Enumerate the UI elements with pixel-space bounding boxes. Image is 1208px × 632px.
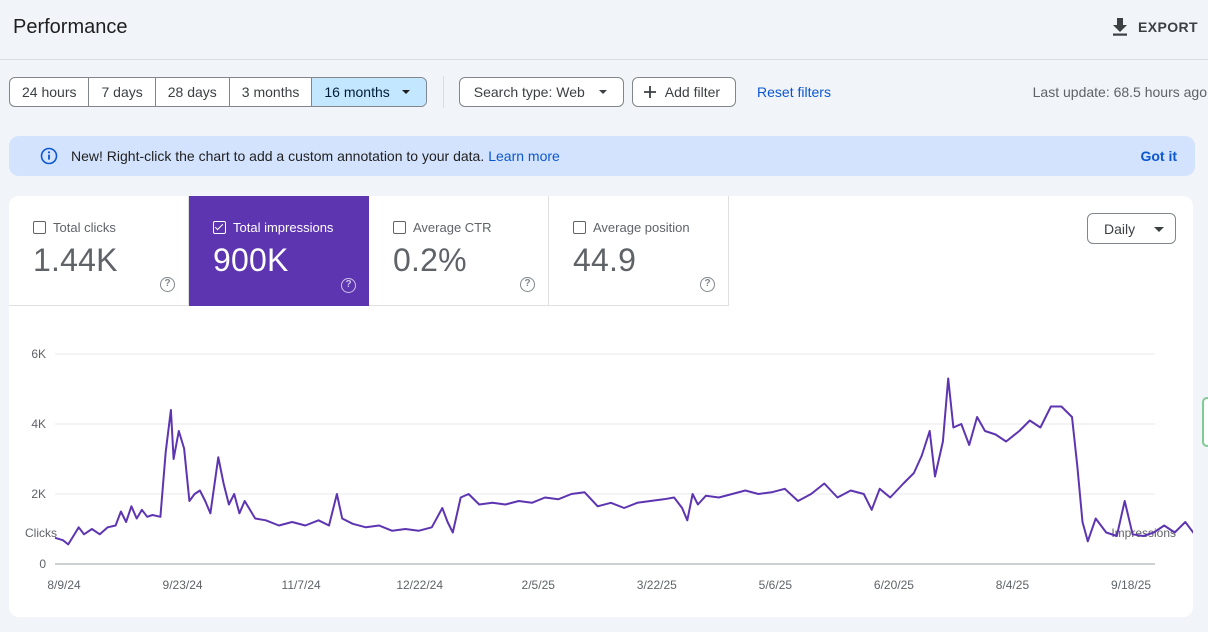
- y-axis-ticks: 0 2K 4K 6K: [31, 347, 46, 571]
- search-type-dropdown[interactable]: Search type: Web: [458, 77, 624, 107]
- checkbox[interactable]: [573, 221, 586, 234]
- metric-value: 44.9: [573, 242, 637, 278]
- range-7-days[interactable]: 7 days: [89, 78, 156, 106]
- date-range-selector: 24 hours 7 days 28 days 3 months 16 mont…: [9, 77, 427, 107]
- y-tick-label: 0: [39, 557, 46, 571]
- caret-down-icon: [598, 90, 607, 94]
- metric-value: 900K: [213, 242, 289, 278]
- add-filter-label: Add filter: [664, 84, 721, 100]
- checkbox[interactable]: [393, 221, 406, 234]
- last-update: Last update: 68.5 hours ago: [1032, 84, 1207, 100]
- metric-average-position[interactable]: Average position 44.9 ?: [549, 196, 729, 306]
- x-tick-label: 11/7/24: [282, 578, 321, 592]
- x-tick-label: 3/22/25: [637, 578, 677, 592]
- help-icon[interactable]: ?: [520, 277, 535, 292]
- info-banner: New! Right-click the chart to add a cust…: [9, 136, 1195, 176]
- performance-card: Total clicks 1.44K ? Total impressions 9…: [9, 196, 1193, 617]
- series-line-impressions: [54, 377, 1193, 546]
- search-type-label: Search type: Web: [473, 84, 585, 100]
- metric-label-row: Average position: [573, 220, 728, 235]
- y-axis-title: Clicks: [25, 526, 57, 540]
- metric-label: Average position: [593, 220, 690, 235]
- range-16-months-label: 16 months: [324, 84, 390, 100]
- add-filter-button[interactable]: Add filter: [631, 77, 737, 107]
- range-24-hours[interactable]: 24 hours: [10, 78, 90, 106]
- y-tick-label: 6K: [31, 347, 46, 361]
- granularity-label: Daily: [1104, 220, 1136, 237]
- got-it-button[interactable]: Got it: [1140, 148, 1177, 164]
- range-3-months[interactable]: 3 months: [230, 78, 313, 106]
- metric-total-impressions[interactable]: Total impressions 900K ?: [189, 196, 369, 306]
- x-tick-label: 5/6/25: [759, 578, 793, 592]
- metric-total-clicks[interactable]: Total clicks 1.44K ?: [9, 196, 189, 306]
- banner-message: New! Right-click the chart to add a cust…: [71, 148, 485, 164]
- export-label: EXPORT: [1138, 19, 1198, 35]
- metric-value: 0.2%: [393, 242, 467, 278]
- x-tick-label: 12/22/24: [396, 578, 443, 592]
- x-tick-label: 8/4/25: [996, 578, 1030, 592]
- y-tick-label: 4K: [31, 417, 46, 431]
- help-icon[interactable]: ?: [160, 277, 175, 292]
- side-panel-handle[interactable]: [1202, 397, 1208, 447]
- toolbar-divider: [442, 76, 444, 108]
- caret-down-icon: [401, 90, 410, 94]
- export-button[interactable]: EXPORT: [1112, 18, 1198, 36]
- range-28-days[interactable]: 28 days: [156, 78, 230, 106]
- help-icon[interactable]: ?: [700, 277, 715, 292]
- learn-more-link[interactable]: Learn more: [488, 148, 560, 164]
- x-tick-label: 6/20/25: [874, 578, 914, 592]
- plus-icon: [643, 86, 656, 98]
- toolbar: 24 hours 7 days 28 days 3 months 16 mont…: [9, 76, 831, 108]
- grid: [55, 353, 1155, 565]
- metric-average-ctr[interactable]: Average CTR 0.2% ?: [369, 196, 549, 306]
- range-16-months[interactable]: 16 months: [312, 78, 426, 106]
- reset-filters-link[interactable]: Reset filters: [757, 84, 831, 100]
- y2-axis-title: Impressions: [1111, 526, 1176, 540]
- checkbox-checked[interactable]: [213, 221, 226, 234]
- metric-label-row: Average CTR: [393, 220, 548, 235]
- x-axis-ticks: 8/9/24 9/23/24 11/7/24 12/22/24 2/5/25 3/22/2…: [47, 578, 1151, 592]
- x-tick-label: 2/5/25: [522, 578, 556, 592]
- metric-label: Total clicks: [53, 220, 116, 235]
- caret-down-icon: [1154, 226, 1165, 232]
- download-icon: [1113, 18, 1128, 36]
- granularity-dropdown[interactable]: Daily: [1087, 213, 1176, 244]
- x-tick-label: 9/18/25: [1111, 578, 1151, 592]
- metric-label: Total impressions: [233, 220, 334, 235]
- x-tick-label: 9/23/24: [163, 578, 203, 592]
- performance-chart[interactable]: Clicks Impressions 0 2K 4K 6K 8/9/24 9/23/24…: [9, 321, 1193, 617]
- help-icon[interactable]: ?: [341, 278, 356, 293]
- info-icon: [40, 147, 58, 165]
- y-tick-label: 2K: [31, 487, 46, 501]
- checkbox[interactable]: [33, 221, 46, 234]
- metric-label: Average CTR: [413, 220, 492, 235]
- metric-label-row: Total impressions: [213, 220, 369, 235]
- x-tick-label: 8/9/24: [47, 578, 81, 592]
- header: Performance EXPORT: [0, 0, 1208, 60]
- metric-value: 1.44K: [33, 242, 118, 278]
- metric-label-row: Total clicks: [33, 220, 188, 235]
- page-title: Performance: [13, 16, 128, 38]
